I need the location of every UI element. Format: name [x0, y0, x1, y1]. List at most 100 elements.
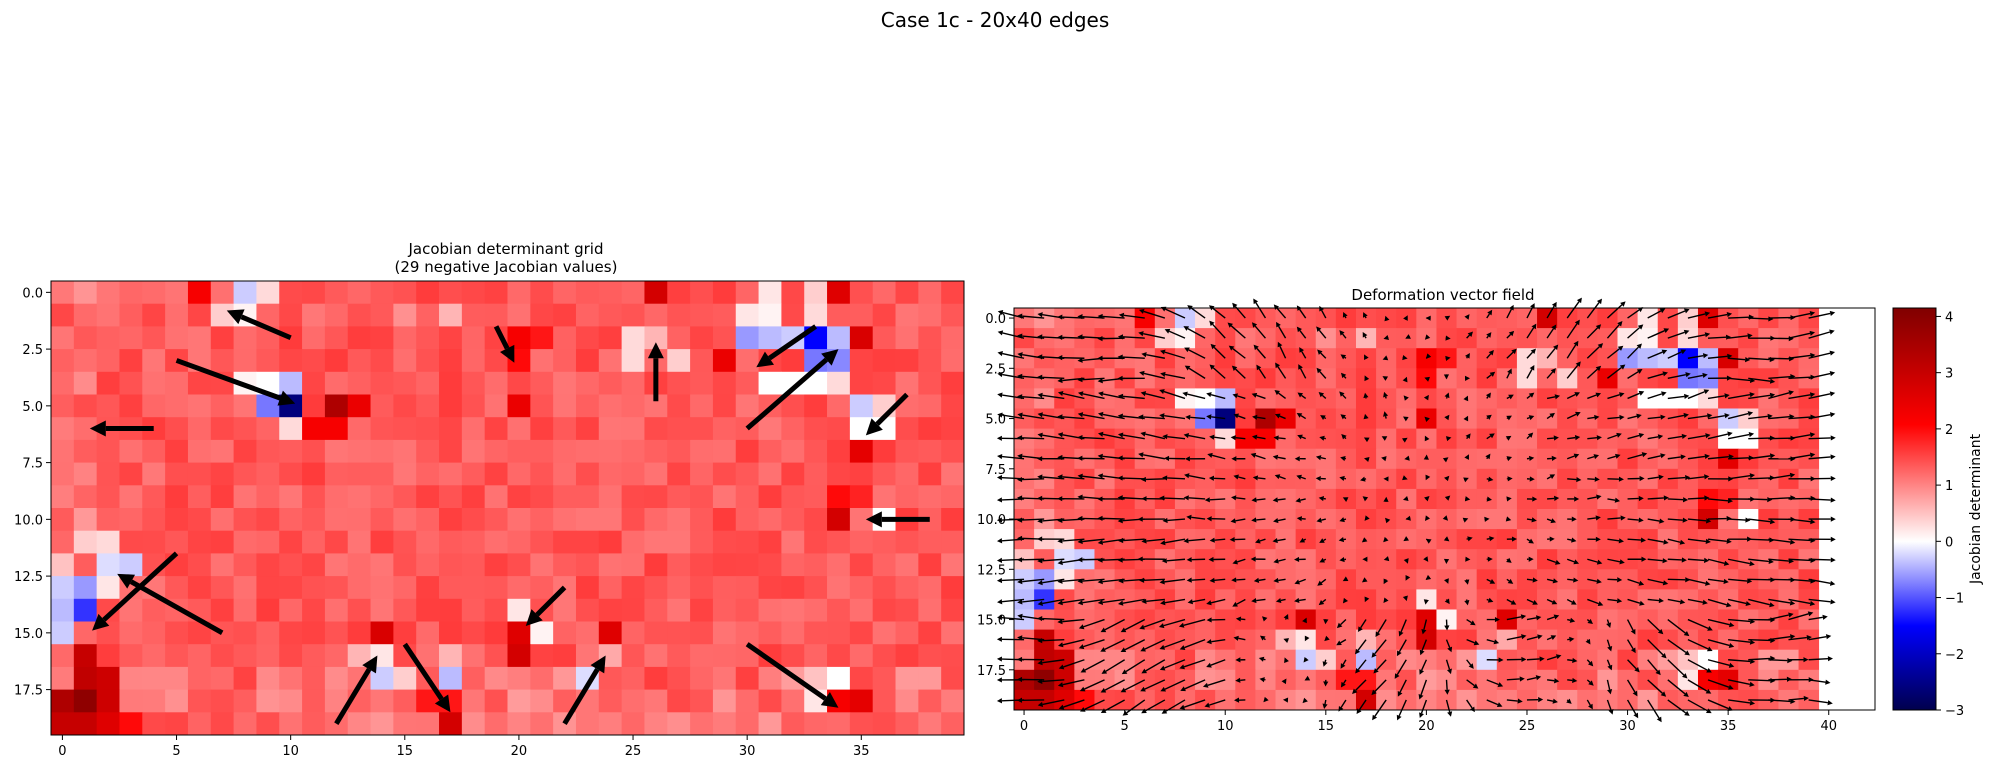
heatmap-cell	[690, 439, 714, 463]
heatmap-cell	[690, 644, 714, 668]
quiver-arrow	[1082, 598, 1105, 604]
heatmap-cell	[804, 644, 828, 668]
heatmap-cell	[1315, 549, 1337, 570]
heatmap-cell	[416, 712, 440, 736]
quiver-arrowhead	[1528, 415, 1535, 421]
heatmap-cell	[598, 462, 623, 486]
heatmap-cell	[621, 462, 645, 486]
heatmap-cell	[507, 439, 531, 463]
quiver-arrowhead	[1077, 377, 1083, 383]
heatmap-cell	[1134, 408, 1156, 429]
heatmap-cell	[1114, 468, 1136, 490]
quiver-arrowhead	[1702, 599, 1708, 605]
quiver-arrow	[1587, 517, 1597, 520]
heatmap-cell	[827, 621, 851, 645]
heatmap-cell	[758, 666, 782, 690]
quiver-arrow	[1687, 313, 1706, 319]
quiver-arrowhead	[1184, 347, 1190, 353]
heatmap-cell	[1054, 569, 1075, 590]
quiver-arrowhead	[1529, 365, 1535, 371]
quiver-arrowhead	[1425, 538, 1432, 544]
heatmap-cell	[553, 712, 577, 736]
heatmap-cell	[324, 417, 349, 441]
quiver-arrow	[1423, 619, 1428, 630]
heatmap-cell	[735, 712, 759, 736]
quiver-arrowhead	[1363, 413, 1369, 420]
heatmap-cell	[1275, 328, 1297, 349]
heatmap-cell	[210, 303, 234, 327]
quiver-arrow	[1626, 679, 1636, 693]
heatmap-cell	[1154, 669, 1176, 691]
heatmap-cell	[1496, 368, 1518, 389]
heatmap-cell	[1114, 448, 1136, 470]
quiver-arrowhead	[1057, 414, 1063, 420]
quiver-arrowhead	[1707, 413, 1713, 419]
heatmap-cell	[324, 621, 349, 645]
quiver-arrowhead	[1141, 708, 1147, 714]
heatmap-cell	[119, 712, 143, 736]
quiver-arrowhead	[1596, 559, 1603, 565]
quiver-arrow	[1145, 433, 1166, 440]
heatmap-cell	[1376, 428, 1397, 450]
quiver-arrow	[1324, 417, 1327, 420]
heatmap-cell	[1114, 609, 1136, 630]
quiver-arrow	[1183, 699, 1206, 708]
heatmap-cell	[1034, 468, 1055, 490]
heatmap-cell	[302, 281, 326, 305]
right-heatmap	[1014, 308, 1820, 711]
quiver-arrow	[1190, 307, 1206, 319]
quiver-arrowhead	[1607, 664, 1613, 671]
quiver-arrow	[1566, 344, 1577, 359]
quiver-arrowhead	[1506, 496, 1512, 502]
heatmap-cell	[690, 576, 714, 600]
heatmap-cell	[1275, 569, 1297, 590]
heatmap-cell	[735, 666, 759, 690]
heatmap-cell	[1154, 328, 1176, 349]
quiver-arrow	[1506, 372, 1511, 379]
heatmap-cell	[119, 303, 143, 327]
heatmap-cell	[1355, 388, 1377, 409]
quiver-arrow	[1124, 618, 1146, 631]
quiver-arrow	[1164, 497, 1186, 500]
quiver-arrowhead	[1634, 666, 1640, 673]
quiver-arrowhead	[1251, 517, 1257, 523]
quiver-arrowhead	[1077, 473, 1083, 479]
quiver-arrow	[1398, 639, 1407, 653]
heatmap-cell	[210, 349, 234, 373]
heatmap-cell	[1476, 348, 1498, 369]
quiver-arrowhead	[1097, 378, 1103, 384]
quiver-arrowhead	[1683, 308, 1690, 314]
quiver-arrow	[1445, 639, 1451, 648]
heatmap-cell	[575, 712, 600, 736]
heatmap-cell	[1154, 308, 1176, 329]
quiver-arrow	[1486, 638, 1495, 643]
heatmap-cell	[827, 666, 851, 690]
quiver-arrow	[1183, 659, 1206, 668]
quiver-arrowhead	[1769, 392, 1776, 398]
quiver-arrow	[1042, 638, 1065, 642]
heatmap-cell	[1215, 428, 1236, 450]
quiver-arrowhead	[1282, 697, 1289, 703]
quiver-arrowhead	[997, 371, 1003, 378]
heatmap-cell	[1114, 488, 1136, 510]
heatmap-cell	[484, 281, 508, 305]
heatmap-cell	[804, 394, 828, 418]
heatmap-cell	[575, 530, 600, 554]
heatmap-cell	[941, 576, 965, 600]
quiver-arrowhead	[1403, 395, 1409, 401]
quiver-arrow	[1102, 598, 1125, 604]
quiver-arrow	[1374, 679, 1387, 692]
quiver-arrow	[1687, 354, 1704, 359]
quiver-arrowhead	[1100, 627, 1107, 633]
quiver-arrowhead	[1342, 497, 1349, 502]
quiver-arrowhead	[1532, 577, 1538, 583]
quiver-arrowhead	[1576, 476, 1582, 483]
quiver-arrow	[1122, 497, 1145, 500]
quiver-arrowhead	[1680, 454, 1686, 460]
heatmap-cell	[233, 508, 257, 532]
deformation-arrow	[240, 314, 292, 341]
heatmap-cell	[439, 394, 463, 418]
quiver-arrowhead	[1037, 660, 1043, 666]
quiver-arrowhead	[1371, 689, 1377, 696]
heatmap-cell	[1094, 589, 1115, 610]
